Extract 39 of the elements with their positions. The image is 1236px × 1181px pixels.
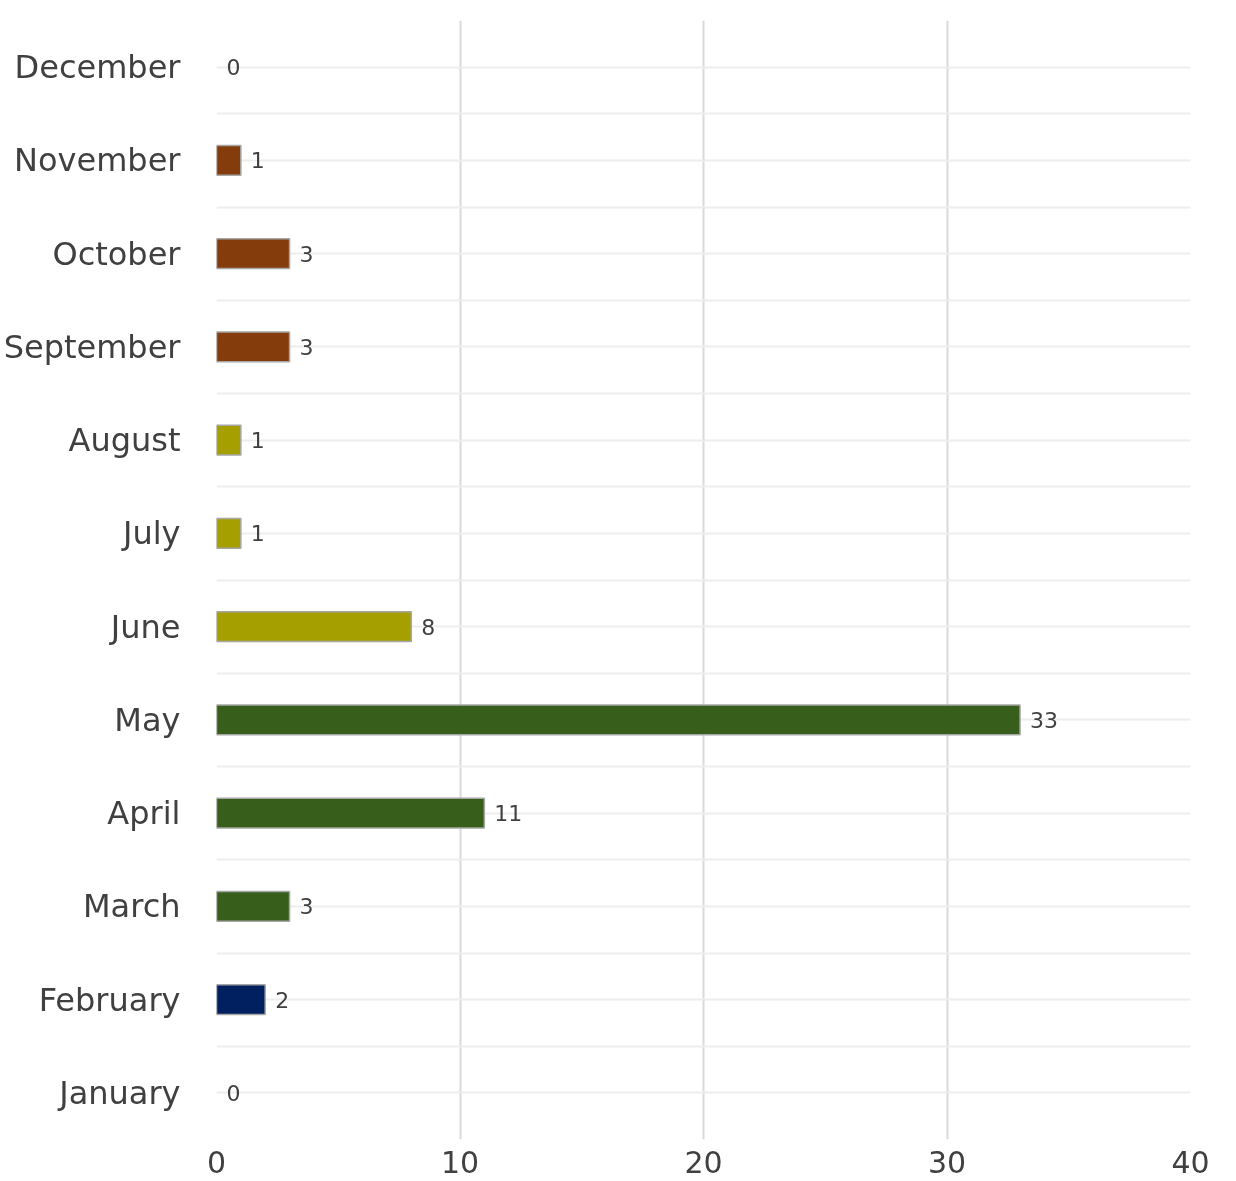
y-tick-label: April [107,794,181,833]
y-tick-label: March [82,887,181,926]
y-tick-label: February [38,980,181,1019]
bar [216,424,242,456]
data-label: 3 [299,894,314,920]
y-tick-label: June [108,607,181,646]
y-tick-label: July [120,514,181,553]
bar [216,144,242,177]
data-label: 1 [250,148,265,174]
data-label: 2 [275,987,290,1013]
data-label: 33 [1030,707,1059,733]
data-label: 1 [250,428,265,454]
bar [216,890,291,923]
bar [216,704,1021,736]
y-tick-label: December [14,48,182,87]
bar [216,237,291,270]
y-tick-label: October [52,234,182,273]
y-tick-label: May [114,700,181,739]
y-tick-label: September [3,327,182,366]
data-label: 8 [421,614,436,640]
y-tick-label: November [14,141,182,180]
data-label: 0 [226,55,241,81]
bar [216,797,486,829]
data-label: 1 [250,521,265,547]
x-tick-label: 0 [206,1144,227,1180]
x-tick-label: 30 [927,1144,967,1180]
data-label: 3 [299,334,314,360]
y-tick-label: January [57,1073,181,1112]
bar [216,610,413,643]
data-label: 11 [494,801,523,827]
x-tick-label: 10 [440,1144,480,1180]
x-tick-label: 20 [684,1144,723,1180]
bar [216,331,291,363]
data-label: 3 [299,241,314,267]
bar [216,517,242,550]
x-tick-label: 40 [1171,1144,1210,1180]
bar [216,983,266,1016]
y-tick-label: August [68,421,181,460]
data-label: 0 [226,1080,241,1106]
